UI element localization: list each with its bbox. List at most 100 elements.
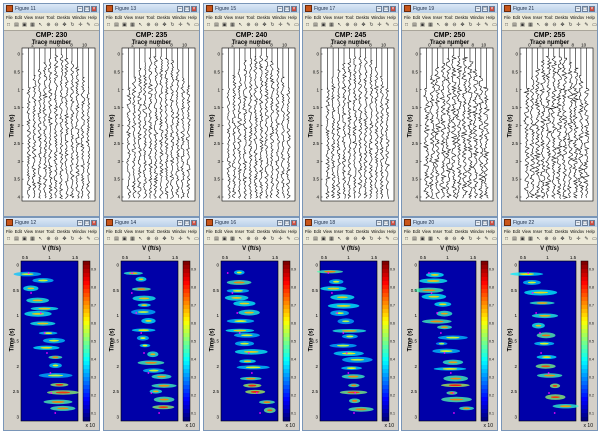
menu-item-file[interactable]: File xyxy=(404,14,411,20)
velocity-pick[interactable] xyxy=(231,292,234,294)
open-folder-icon[interactable]: ▤ xyxy=(214,236,219,242)
zoom-out-icon[interactable]: ⊖ xyxy=(154,22,159,28)
zoom-out-icon[interactable]: ⊖ xyxy=(452,236,457,242)
pan-icon[interactable]: ✥ xyxy=(460,22,465,28)
brush-icon[interactable]: ✎ xyxy=(186,22,191,28)
velocity-pick[interactable] xyxy=(553,412,556,414)
velocity-pick[interactable] xyxy=(531,292,534,294)
velocity-pick[interactable] xyxy=(449,372,452,374)
velocity-pick[interactable] xyxy=(527,272,530,274)
data-cursor-icon[interactable]: ✛ xyxy=(476,22,481,28)
velocity-pick[interactable] xyxy=(453,412,455,414)
menu-item-file[interactable]: File xyxy=(206,228,213,234)
open-folder-icon[interactable]: ▤ xyxy=(412,22,417,28)
menu-item-windov[interactable]: Windov xyxy=(172,14,187,20)
brush-icon[interactable]: ✎ xyxy=(584,22,589,28)
brush-icon[interactable]: ✎ xyxy=(385,22,390,28)
legend-icon[interactable]: ▭ xyxy=(592,22,597,28)
menu-item-tool[interactable]: Tool: xyxy=(544,14,554,20)
brush-icon[interactable]: ✎ xyxy=(484,22,489,28)
zoom-in-icon[interactable]: ⊕ xyxy=(345,236,350,242)
menu-item-edit[interactable]: Edit xyxy=(512,14,520,20)
semblance-figure-window[interactable]: Figure 18– □ × File Edit View Inser Tool: Deskto… xyxy=(302,217,399,431)
menu-item-file[interactable]: File xyxy=(206,14,213,20)
print-icon[interactable]: ▦ xyxy=(230,236,235,242)
pointer-icon[interactable]: ↖ xyxy=(38,22,43,28)
velocity-pick[interactable] xyxy=(436,312,439,314)
window-titlebar[interactable]: Figure 14 – □ × xyxy=(104,218,199,227)
menu-item-deskto[interactable]: Deskto xyxy=(257,14,271,20)
open-folder-icon[interactable]: ▤ xyxy=(14,22,19,28)
menu-item-windov[interactable]: Windov xyxy=(570,14,585,20)
menu-item-edit[interactable]: Edit xyxy=(412,228,420,234)
velocity-pick[interactable] xyxy=(39,312,42,314)
save-icon[interactable]: ▣ xyxy=(22,22,27,28)
minimize-button[interactable]: – xyxy=(475,5,481,12)
menu-item-help[interactable]: Help xyxy=(387,228,396,234)
pointer-icon[interactable]: ↖ xyxy=(138,236,143,242)
minimize-button[interactable]: – xyxy=(77,219,83,226)
pan-icon[interactable]: ✥ xyxy=(62,22,67,28)
menu-item-file[interactable]: File xyxy=(6,228,13,234)
menu-item-inser[interactable]: Inser xyxy=(432,228,443,234)
menu-item-tool[interactable]: Tool: xyxy=(46,228,56,234)
zoom-in-icon[interactable]: ⊕ xyxy=(246,22,251,28)
zoom-out-icon[interactable]: ⊖ xyxy=(154,236,159,242)
pan-icon[interactable]: ✥ xyxy=(560,236,565,242)
close-button[interactable]: × xyxy=(489,219,495,226)
window-titlebar[interactable]: Figure 16 – □ × xyxy=(204,218,299,227)
menu-item-help[interactable]: Help xyxy=(586,14,595,20)
menu-item-windov[interactable]: Windov xyxy=(72,14,87,20)
pointer-icon[interactable]: ↖ xyxy=(38,236,43,242)
velocity-pick[interactable] xyxy=(27,272,30,274)
legend-icon[interactable]: ▭ xyxy=(492,22,497,28)
velocity-pick[interactable] xyxy=(452,392,455,394)
menu-item-inser[interactable]: Inser xyxy=(34,14,45,20)
new-file-icon[interactable]: □ xyxy=(305,22,310,28)
velocity-pick[interactable] xyxy=(539,332,541,334)
menu-item-edit[interactable]: Edit xyxy=(14,228,22,234)
velocity-pick[interactable] xyxy=(143,352,145,354)
semblance-figure-window[interactable]: Figure 16– □ × File Edit View Inser Tool: Deskto… xyxy=(203,217,300,431)
menu-item-windov[interactable]: Windov xyxy=(570,228,585,234)
legend-icon[interactable]: ▭ xyxy=(194,236,199,242)
minimize-button[interactable]: – xyxy=(277,5,283,12)
window-titlebar[interactable]: Figure 18 – □ × xyxy=(303,218,398,227)
menu-item-help[interactable]: Help xyxy=(387,14,396,20)
print-icon[interactable]: ▦ xyxy=(30,22,35,28)
velocity-pick[interactable] xyxy=(331,292,333,294)
menu-item-file[interactable]: File xyxy=(106,14,113,20)
menu-item-view[interactable]: View xyxy=(23,14,33,20)
semblance-figure-window[interactable]: Figure 12– □ × File Edit View Inser Tool: Deskto… xyxy=(3,217,100,431)
rotate-icon[interactable]: ↻ xyxy=(568,22,573,28)
menu-item-deskto[interactable]: Deskto xyxy=(356,228,370,234)
data-cursor-icon[interactable]: ✛ xyxy=(377,236,382,242)
save-icon[interactable]: ▣ xyxy=(222,236,227,242)
rotate-icon[interactable]: ↻ xyxy=(369,22,374,28)
menu-item-help[interactable]: Help xyxy=(188,228,197,234)
menu-item-deskto[interactable]: Deskto xyxy=(57,228,71,234)
velocity-pick[interactable] xyxy=(259,412,261,414)
save-icon[interactable]: ▣ xyxy=(420,236,425,242)
menu-item-tool[interactable]: Tool: xyxy=(444,14,454,20)
maximize-button[interactable]: □ xyxy=(184,219,190,226)
menu-item-help[interactable]: Help xyxy=(288,14,297,20)
legend-icon[interactable]: ▭ xyxy=(94,22,99,28)
menu-item-help[interactable]: Help xyxy=(486,14,495,20)
window-titlebar[interactable]: Figure 22 – □ × xyxy=(502,218,597,227)
zoom-out-icon[interactable]: ⊖ xyxy=(552,22,557,28)
legend-icon[interactable]: ▭ xyxy=(194,22,199,28)
save-icon[interactable]: ▣ xyxy=(122,236,127,242)
seismic-figure-window[interactable]: Figure 15– □ × File Edit View Inser Tool: Deskto… xyxy=(203,3,300,217)
legend-icon[interactable]: ▭ xyxy=(393,22,398,28)
menu-item-tool[interactable]: Tool: xyxy=(345,14,355,20)
menu-item-file[interactable]: File xyxy=(305,228,312,234)
save-icon[interactable]: ▣ xyxy=(321,22,326,28)
menu-item-file[interactable]: File xyxy=(504,228,511,234)
window-titlebar[interactable]: Figure 15 – □ × xyxy=(204,4,299,13)
close-button[interactable]: × xyxy=(589,5,595,12)
menu-item-deskto[interactable]: Deskto xyxy=(455,228,469,234)
pointer-icon[interactable]: ↖ xyxy=(536,236,541,242)
close-button[interactable]: × xyxy=(390,5,396,12)
menu-item-deskto[interactable]: Deskto xyxy=(555,228,569,234)
